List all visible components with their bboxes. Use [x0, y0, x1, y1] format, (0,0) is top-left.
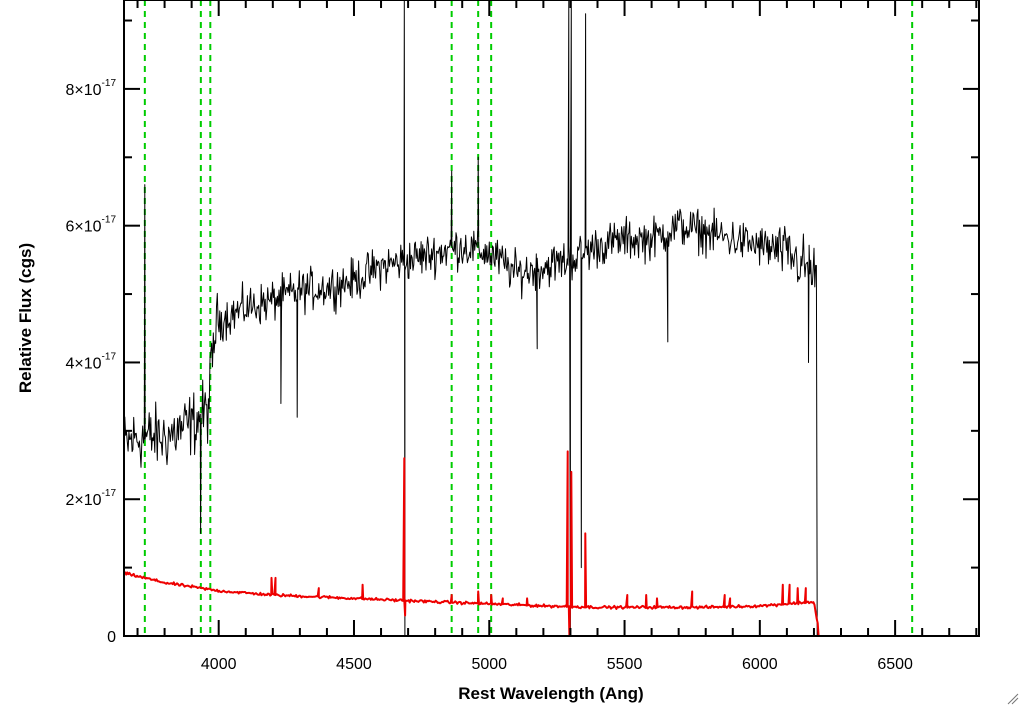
x-tick-label: 4000	[201, 656, 237, 673]
x-tick-labels: 4000 4500 5000 5500 6000 6500	[201, 656, 913, 673]
resize-grip-icon	[1007, 693, 1019, 705]
plot-frame	[123, 0, 980, 637]
x-tick-label: 5000	[471, 656, 507, 673]
y-tick-label: 6×10-17	[66, 215, 117, 236]
series-line-0	[123, 0, 979, 637]
y-tick-label: 0	[107, 629, 116, 646]
y-tick-label: 2×10-17	[66, 488, 117, 509]
x-tick-label: 4500	[336, 656, 372, 673]
y-axis-label: Relative Flux (cgs)	[16, 243, 35, 393]
x-axis-label: Rest Wavelength (Ang)	[458, 684, 643, 703]
axis-ticks	[124, 0, 979, 637]
y-tick-label: 8×10-17	[66, 78, 117, 99]
series-line-1	[123, 450, 979, 637]
series-layer	[123, 0, 979, 637]
x-tick-label: 5500	[607, 656, 643, 673]
y-tick-label: 4×10-17	[66, 351, 117, 372]
y-tick-labels: 0 2×10-17 4×10-17 6×10-17 8×10-17	[66, 78, 117, 646]
x-tick-label: 6000	[742, 656, 778, 673]
x-tick-label: 6500	[877, 656, 913, 673]
